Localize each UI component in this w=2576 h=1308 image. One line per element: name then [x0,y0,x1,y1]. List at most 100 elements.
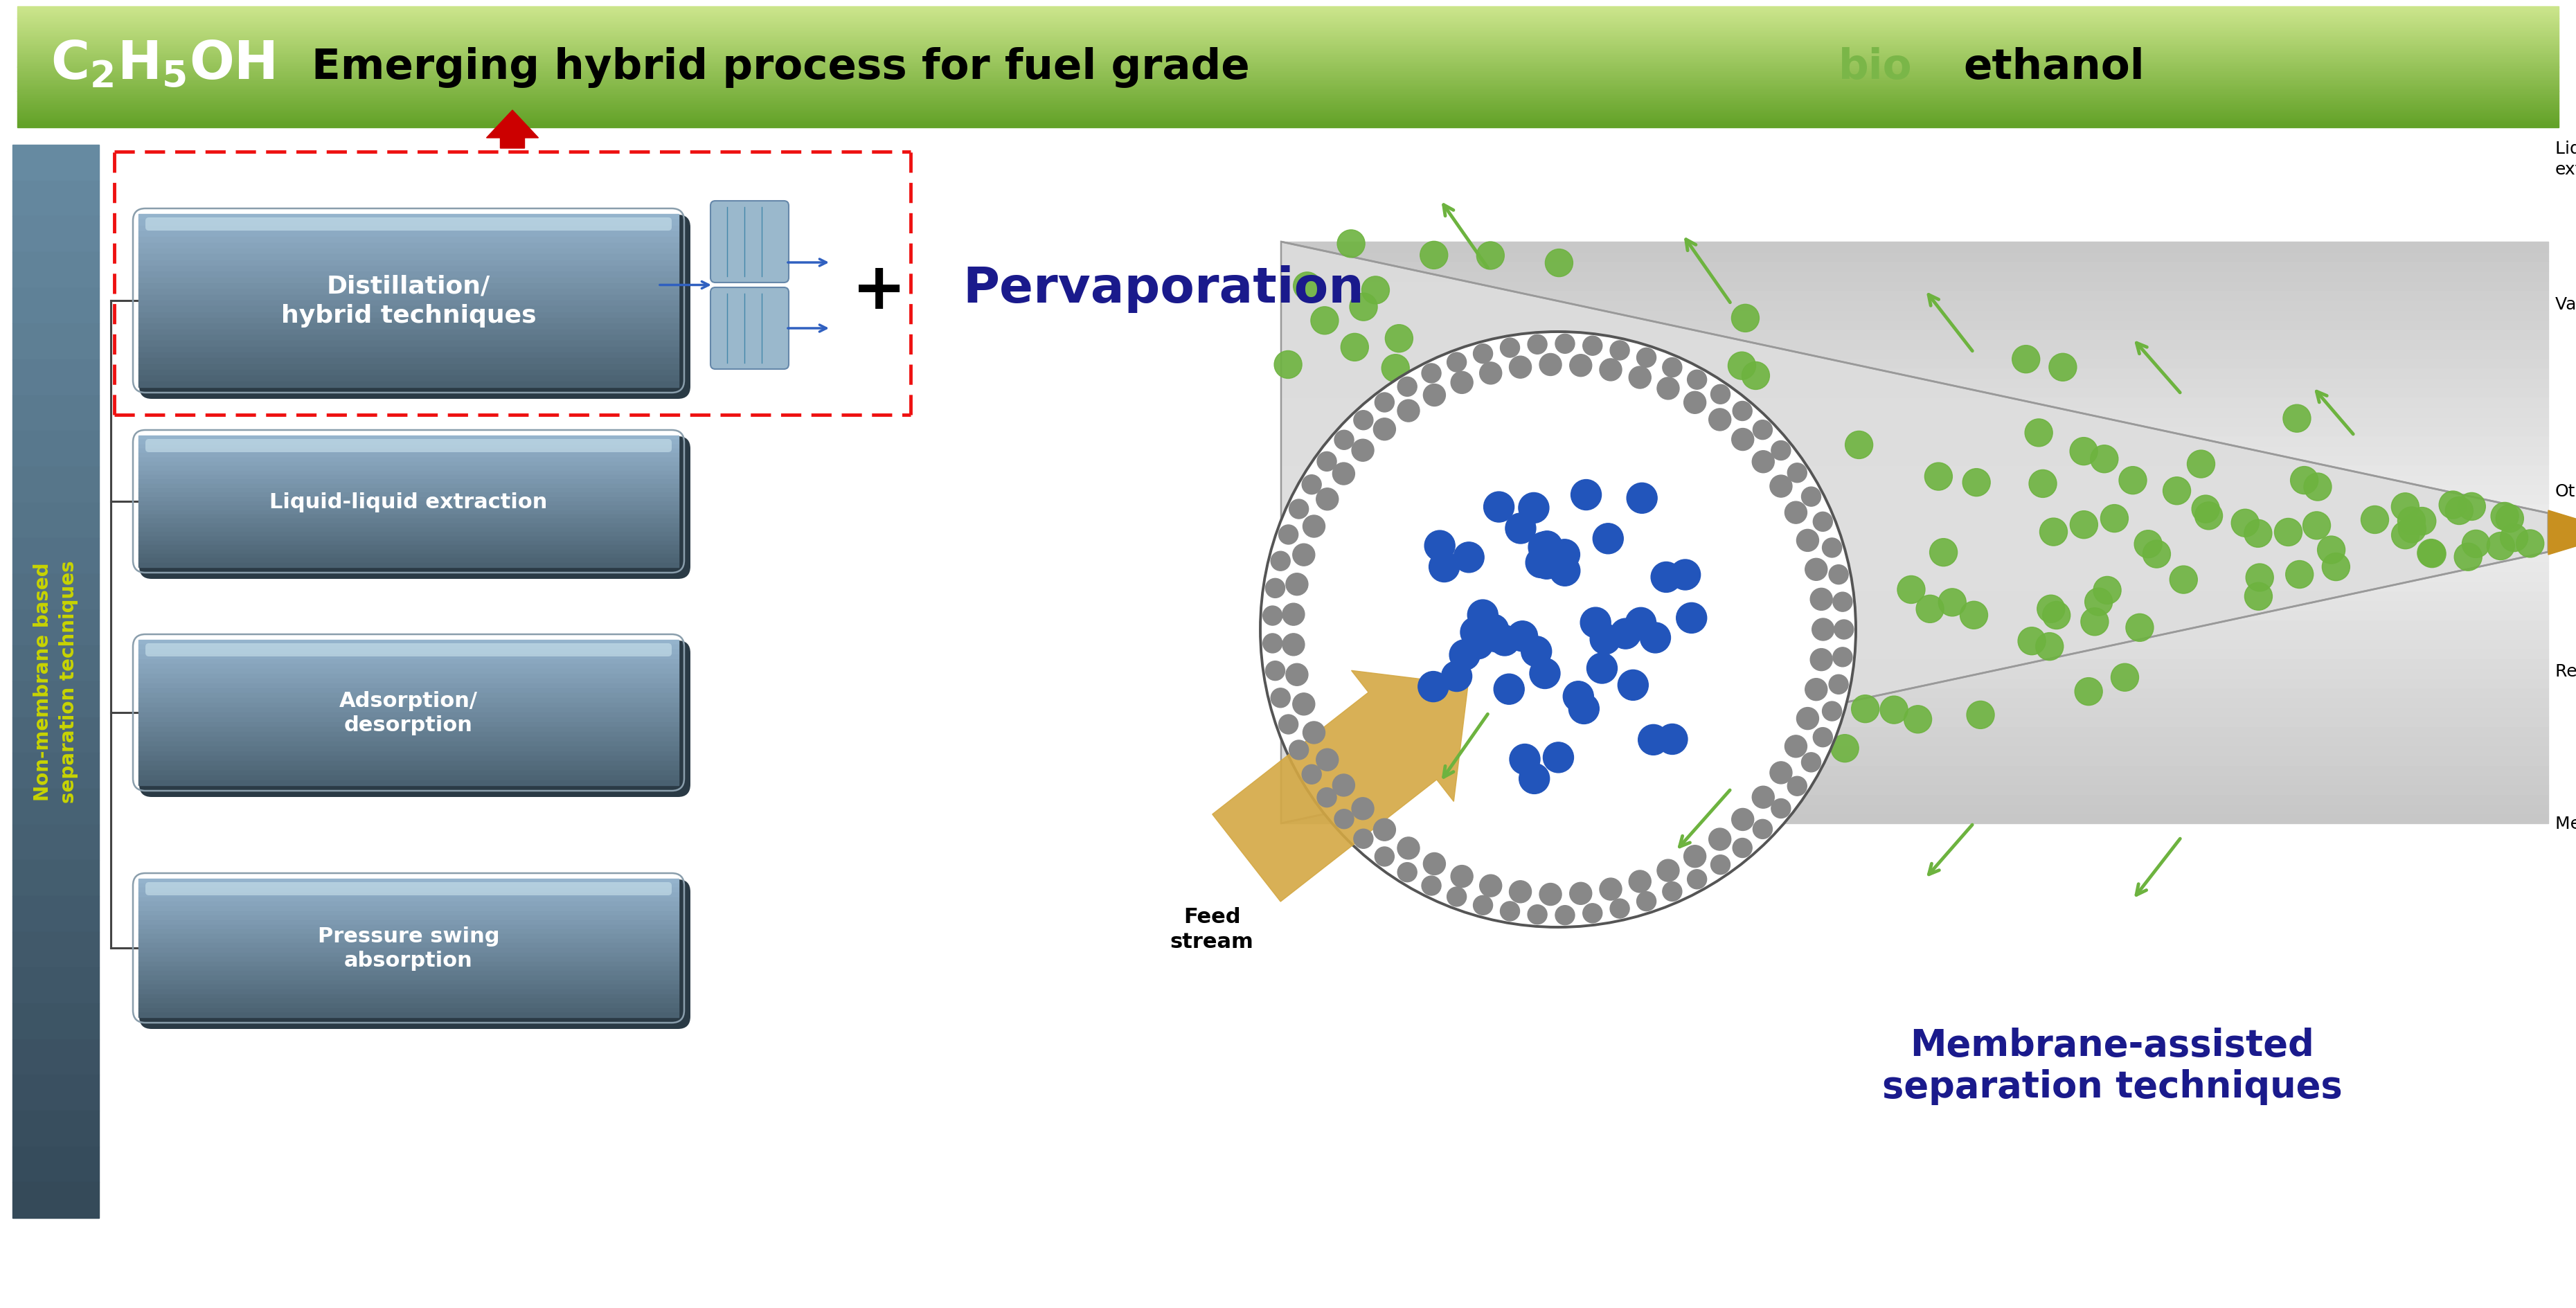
Bar [18,64,2558,65]
Bar [1280,398,2548,407]
Bar [139,536,677,542]
Bar [139,289,677,296]
Circle shape [1334,810,1355,829]
Bar [139,318,677,324]
Circle shape [1548,540,1579,570]
FancyBboxPatch shape [711,288,788,370]
Bar [1280,572,2548,581]
Bar [13,825,98,861]
Circle shape [1355,411,1373,430]
Circle shape [2303,473,2331,501]
Bar [18,16,2558,17]
Circle shape [1283,603,1303,625]
Bar [139,670,677,674]
Bar [139,497,677,502]
Bar [139,353,677,358]
Circle shape [2231,510,2259,538]
Bar [1280,262,2548,271]
Bar [1280,281,2548,290]
Circle shape [1275,352,1301,379]
Bar [139,912,677,916]
Circle shape [2110,664,2138,692]
FancyBboxPatch shape [139,641,690,798]
Bar [13,681,98,718]
Bar [18,92,2558,93]
Circle shape [1311,307,1340,335]
Bar [139,781,677,786]
Circle shape [2419,540,2445,568]
Circle shape [1814,727,1832,747]
Circle shape [1262,607,1283,625]
FancyBboxPatch shape [139,879,690,1029]
Circle shape [2048,354,2076,382]
Circle shape [2398,515,2427,543]
Bar [13,502,98,539]
Bar [139,722,677,727]
Circle shape [1625,483,1656,514]
Bar [139,999,677,1003]
Bar [18,111,2558,112]
Circle shape [2246,564,2275,591]
Circle shape [1303,722,1324,744]
Circle shape [1734,402,1752,421]
Bar [139,375,677,382]
Bar [13,1003,98,1040]
Circle shape [1929,539,1958,566]
Bar [18,68,2558,69]
Bar [139,341,677,347]
Circle shape [1829,675,1850,695]
Bar [139,943,677,948]
Bar [139,232,677,238]
Text: Adsorption/
desorption: Adsorption/ desorption [340,691,477,735]
Circle shape [1546,250,1574,277]
Bar [139,650,677,655]
Bar [1280,697,2548,708]
Circle shape [2391,522,2419,549]
Bar [139,939,677,943]
Text: Membrane dephlegmation: Membrane dephlegmation [2555,815,2576,832]
Circle shape [2071,438,2097,466]
Circle shape [2391,493,2419,521]
Bar [139,961,677,967]
Bar [13,395,98,432]
Bar [139,976,677,981]
Bar [18,31,2558,33]
Bar [139,713,677,718]
Bar [139,1008,677,1012]
FancyBboxPatch shape [144,439,672,453]
Circle shape [1419,242,1448,269]
Circle shape [2398,508,2427,535]
Bar [18,24,2558,25]
Bar [139,994,677,999]
Bar [13,1040,98,1075]
Bar [139,249,677,255]
Circle shape [1489,625,1520,657]
Bar [1280,446,2548,455]
Circle shape [2517,530,2545,557]
Circle shape [1806,679,1826,701]
Circle shape [1376,848,1394,866]
Bar [18,123,2558,126]
Circle shape [1656,859,1680,882]
Bar [139,528,677,532]
Circle shape [1551,556,1579,586]
Bar [1280,378,2548,387]
Circle shape [1801,488,1821,506]
Bar [1280,523,2548,532]
Circle shape [1728,352,1757,381]
Circle shape [1332,774,1355,797]
Bar [1280,785,2548,794]
Circle shape [1528,532,1558,562]
Circle shape [1556,335,1574,354]
Circle shape [1301,475,1321,494]
Bar [139,255,677,260]
Bar [1280,368,2548,378]
Circle shape [1278,715,1298,734]
Circle shape [1285,573,1309,595]
Bar [1280,330,2548,339]
Circle shape [1522,637,1551,667]
Bar [139,272,677,279]
Bar [139,510,677,515]
Bar [13,1110,98,1147]
Text: Reverse osmosis: Reverse osmosis [2555,663,2576,680]
